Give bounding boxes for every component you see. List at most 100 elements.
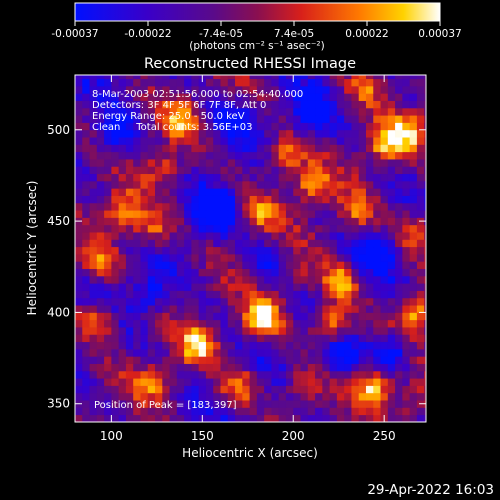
- heatmap-pixel: [344, 407, 352, 416]
- heatmap-pixel: [147, 180, 156, 189]
- heatmap-pixel: [336, 363, 345, 372]
- heatmap-pixel: [402, 85, 411, 94]
- heatmap-pixel: [278, 166, 287, 175]
- heatmap-pixel: [358, 232, 367, 240]
- heatmap-pixel: [351, 246, 360, 255]
- heatmap-pixel: [315, 115, 323, 123]
- heatmap-pixel: [322, 253, 331, 262]
- heatmap-pixel: [351, 407, 360, 416]
- heatmap-pixel: [162, 385, 170, 394]
- heatmap-pixel: [205, 370, 214, 379]
- heatmap-pixel: [198, 283, 207, 291]
- heatmap-pixel: [307, 239, 316, 248]
- heatmap-pixel: [118, 188, 127, 196]
- x-tick-label: 100: [100, 429, 123, 443]
- heatmap-pixel: [242, 268, 250, 277]
- heatmap-pixel: [118, 151, 127, 160]
- heatmap-pixel: [271, 100, 280, 109]
- heatmap-pixel: [424, 334, 426, 343]
- heatmap-pixel: [169, 115, 178, 123]
- heatmap-pixel: [373, 327, 381, 335]
- heatmap-pixel: [424, 85, 426, 94]
- heatmap-pixel: [329, 297, 338, 306]
- heatmap-pixel: [213, 78, 221, 87]
- heatmap-pixel: [329, 305, 338, 313]
- heatmap-pixel: [118, 363, 127, 372]
- heatmap-pixel: [155, 232, 163, 240]
- heatmap-pixel: [118, 407, 127, 416]
- heatmap-pixel: [315, 253, 323, 262]
- heatmap-pixel: [387, 232, 396, 240]
- heatmap-pixel: [307, 159, 316, 167]
- heatmap-pixel: [307, 261, 316, 269]
- heatmap-pixel: [104, 312, 112, 321]
- heatmap-pixel: [402, 115, 411, 123]
- heatmap-pixel: [96, 407, 105, 416]
- heatmap-pixel: [358, 392, 367, 401]
- heatmap-pixel: [271, 246, 280, 255]
- heatmap-pixel: [344, 180, 352, 189]
- heatmap-pixel: [300, 144, 309, 153]
- heatmap-pixel: [118, 246, 127, 255]
- heatmap-pixel: [169, 195, 178, 204]
- heatmap-pixel: [89, 312, 98, 321]
- heatmap-pixel: [133, 246, 141, 255]
- heatmap-pixel: [416, 246, 425, 255]
- heatmap-pixel: [336, 378, 345, 386]
- heatmap-pixel: [315, 312, 323, 321]
- heatmap-pixel: [75, 356, 83, 364]
- heatmap-pixel: [293, 341, 301, 350]
- heatmap-pixel: [300, 137, 309, 145]
- heatmap-pixel: [213, 166, 221, 175]
- heatmap-pixel: [125, 195, 134, 204]
- heatmap-pixel: [409, 363, 418, 372]
- heatmap-pixel: [140, 334, 149, 343]
- heatmap-pixel: [344, 129, 352, 138]
- heatmap-pixel: [336, 210, 345, 218]
- heatmap-pixel: [235, 202, 243, 211]
- heatmap-pixel: [271, 137, 280, 145]
- heatmap-pixel: [213, 246, 221, 255]
- heatmap-pixel: [380, 188, 389, 196]
- heatmap-pixel: [176, 217, 185, 226]
- heatmap-pixel: [213, 210, 221, 218]
- heatmap-pixel: [242, 85, 250, 94]
- heatmap-pixel: [213, 356, 221, 364]
- heatmap-pixel: [155, 283, 163, 291]
- heatmap-pixel: [351, 180, 360, 189]
- heatmap-pixel: [198, 319, 207, 328]
- heatmap-pixel: [111, 78, 120, 87]
- heatmap-pixel: [322, 129, 331, 138]
- heatmap-pixel: [271, 378, 280, 386]
- heatmap-pixel: [198, 400, 207, 408]
- heatmap-pixel: [271, 210, 280, 218]
- heatmap-pixel: [373, 305, 381, 313]
- heatmap-pixel: [125, 144, 134, 153]
- heatmap-pixel: [373, 107, 381, 116]
- heatmap-pixel: [155, 144, 163, 153]
- heatmap-pixel: [147, 75, 156, 80]
- heatmap-pixel: [220, 166, 229, 175]
- heatmap-pixel: [351, 414, 360, 422]
- heatmap-pixel: [336, 334, 345, 343]
- heatmap-pixel: [125, 283, 134, 291]
- heatmap-pixel: [75, 93, 83, 101]
- heatmap-pixel: [184, 166, 192, 175]
- heatmap-pixel: [271, 327, 280, 335]
- heatmap-pixel: [89, 363, 98, 372]
- heatmap-pixel: [336, 283, 345, 291]
- heatmap-pixel: [373, 78, 381, 87]
- heatmap-pixel: [198, 275, 207, 284]
- heatmap-pixel: [365, 400, 374, 408]
- heatmap-pixel: [227, 305, 236, 313]
- heatmap-pixel: [118, 312, 127, 321]
- heatmap-pixel: [89, 378, 98, 386]
- heatmap-pixel: [118, 210, 127, 218]
- heatmap-pixel: [395, 93, 403, 101]
- heatmap-pixel: [380, 122, 389, 131]
- heatmap-pixel: [336, 217, 345, 226]
- heatmap-pixel: [264, 195, 272, 204]
- heatmap-pixel: [242, 348, 250, 357]
- heatmap-pixel: [147, 166, 156, 175]
